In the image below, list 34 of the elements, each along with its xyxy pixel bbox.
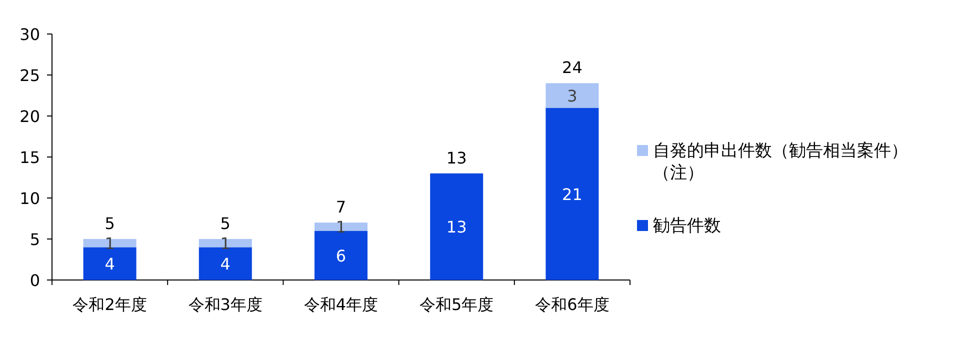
data-label: 21 (562, 184, 582, 204)
y-tick-label: 5 (30, 230, 40, 249)
bar (546, 83, 599, 108)
y-tick-label: 0 (30, 271, 40, 290)
total-label: 5 (220, 214, 230, 233)
bar (314, 230, 368, 280)
y-tick-label: 30 (20, 25, 40, 44)
data-label: 6 (336, 246, 346, 266)
bar (430, 173, 484, 280)
legend-label: 自発的申出件数（勧告相当案件）（注） (653, 140, 909, 184)
bar (314, 222, 368, 231)
bar (83, 239, 136, 248)
y-tick-label: 25 (20, 66, 40, 85)
total-label: 7 (336, 198, 346, 217)
bar (198, 247, 252, 280)
bar (546, 108, 599, 280)
bar (198, 239, 252, 248)
legend-label: 勧告件数 (653, 215, 722, 237)
total-label: 24 (562, 58, 582, 78)
y-tick-label: 15 (20, 148, 40, 167)
data-label: 3 (567, 86, 578, 106)
x-tick-label: 令和2年度 (72, 295, 147, 314)
x-tick-label: 令和6年度 (535, 295, 610, 314)
bar (83, 247, 136, 280)
data-label: 13 (446, 218, 467, 237)
total-label: 5 (104, 214, 115, 233)
x-tick-label: 令和5年度 (420, 295, 494, 314)
x-tick-label: 令和3年度 (188, 295, 262, 314)
y-tick-label: 20 (20, 107, 40, 126)
data-label: 4 (220, 254, 230, 274)
y-tick-label: 10 (20, 189, 40, 208)
data-label: 4 (104, 254, 115, 274)
x-tick-label: 令和4年度 (304, 295, 378, 314)
total-label: 13 (446, 148, 467, 168)
